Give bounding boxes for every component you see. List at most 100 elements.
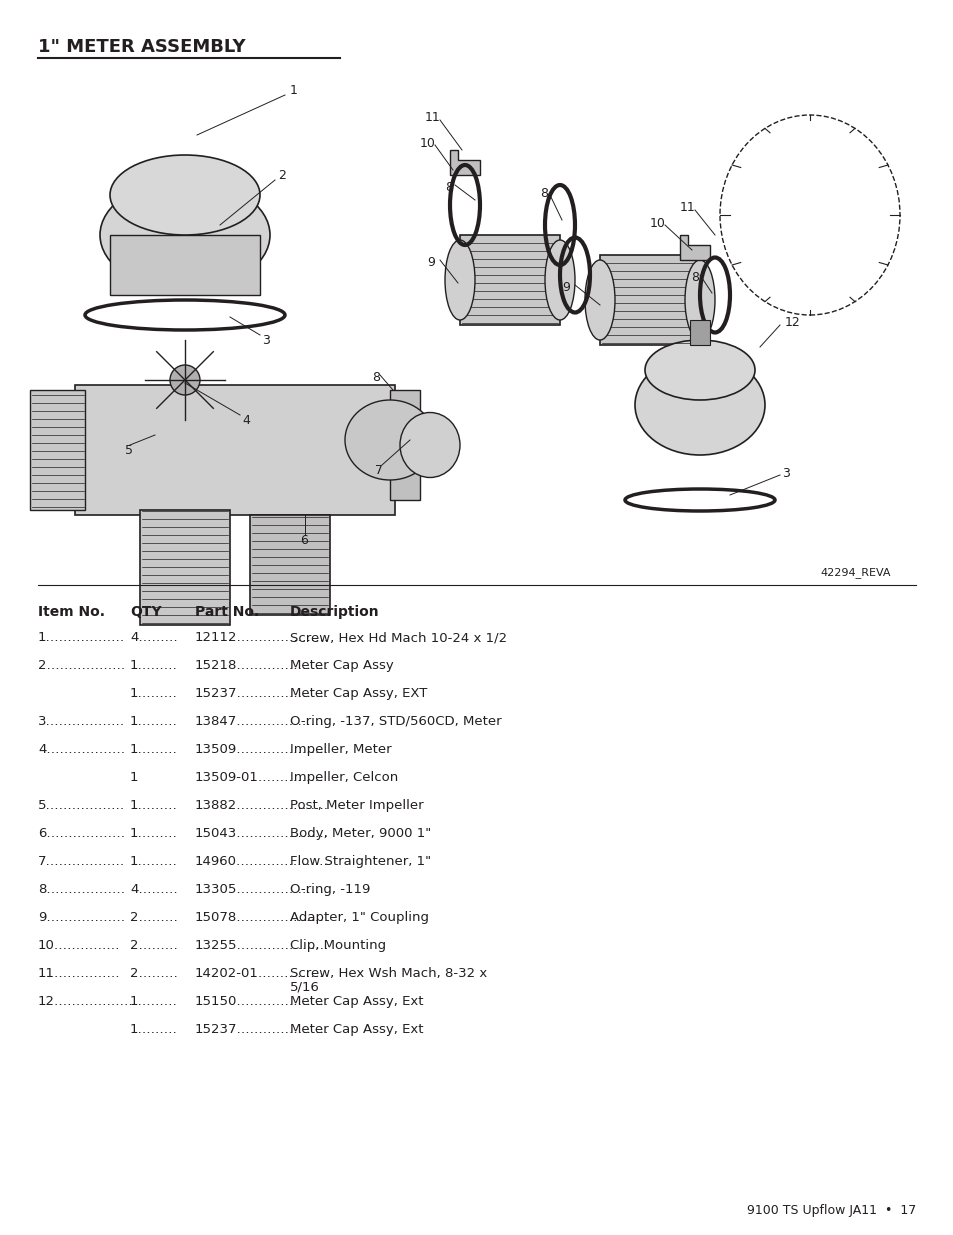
Ellipse shape [635,354,764,454]
Text: 9100 TS Upflow JA11  •  17: 9100 TS Upflow JA11 • 17 [746,1204,915,1216]
Text: 11: 11 [679,200,695,214]
Text: 3: 3 [262,333,270,347]
Text: 1" METER ASSEMBLY: 1" METER ASSEMBLY [38,38,245,56]
Text: 1………: 1……… [130,1023,177,1036]
Text: 9: 9 [427,256,435,268]
Bar [689,320,709,345]
Bar [250,515,330,615]
Text: 13509…………………: 13509………………… [194,743,329,756]
Ellipse shape [399,412,459,478]
Ellipse shape [544,240,575,320]
Text: 15150…………………: 15150………………… [194,995,329,1008]
Text: Meter Cap Assy, Ext: Meter Cap Assy, Ext [290,1023,423,1036]
Text: 7………………: 7……………… [38,855,125,868]
Text: 5: 5 [125,443,132,457]
Text: 13882…………………: 13882………………… [194,799,329,811]
Text: 8: 8 [690,270,699,284]
Text: Impeller, Celcon: Impeller, Celcon [290,771,397,784]
Text: 12………………: 12……………… [38,995,133,1008]
Text: 2………: 2……… [130,967,177,981]
Text: 8: 8 [372,370,379,384]
Text: Meter Cap Assy: Meter Cap Assy [290,659,394,672]
Ellipse shape [644,340,754,400]
Text: Impeller, Meter: Impeller, Meter [290,743,392,756]
Text: 9: 9 [561,280,569,294]
Text: 12: 12 [784,315,800,329]
Text: 4………………: 4……………… [38,743,125,756]
Text: O-ring, -137, STD/560CD, Meter: O-ring, -137, STD/560CD, Meter [290,715,501,727]
Text: 14202-01……………: 14202-01…………… [194,967,324,981]
Text: 9………………: 9……………… [38,911,125,924]
Text: Screw, Hex Wsh Mach, 8-32 x: Screw, Hex Wsh Mach, 8-32 x [290,967,487,981]
Circle shape [170,366,200,395]
Text: 5………………: 5……………… [38,799,125,811]
Text: 8: 8 [539,186,547,200]
Polygon shape [679,235,709,261]
Text: 15078…………………: 15078………………… [194,911,329,924]
Text: Adapter, 1" Coupling: Adapter, 1" Coupling [290,911,429,924]
Text: Description: Description [290,605,379,619]
Text: 2………: 2……… [130,939,177,952]
Text: 3………………: 3……………… [38,715,125,727]
Text: 1………: 1……… [130,715,177,727]
Text: 1………: 1……… [130,743,177,756]
Text: 1………………: 1……………… [38,631,125,643]
Ellipse shape [100,180,270,290]
Text: 13255…………………: 13255………………… [194,939,329,952]
Bar [140,510,230,625]
Text: 13847…………………: 13847………………… [194,715,329,727]
Text: 10……………: 10…………… [38,939,120,952]
Bar [459,235,559,325]
Text: 10: 10 [419,137,436,149]
Text: 4: 4 [242,414,250,426]
Text: Meter Cap Assy, Ext: Meter Cap Assy, Ext [290,995,423,1008]
Text: 11: 11 [424,110,440,124]
Text: 13509-01……………: 13509-01…………… [194,771,324,784]
Text: 12112…………………: 12112………………… [194,631,329,643]
Text: Item No.: Item No. [38,605,105,619]
Text: Flow Straightener, 1": Flow Straightener, 1" [290,855,431,868]
Text: 1………: 1……… [130,995,177,1008]
Bar [390,390,419,500]
Text: 4………: 4……… [130,883,177,897]
Text: Body, Meter, 9000 1": Body, Meter, 9000 1" [290,827,431,840]
Text: 15218…………………: 15218………………… [194,659,329,672]
Text: 15237…………………: 15237………………… [194,687,329,700]
Text: 1: 1 [130,771,147,784]
Text: QTY: QTY [130,605,161,619]
Bar [30,390,85,510]
Text: 14960…………………: 14960………………… [194,855,329,868]
Text: 15043…………………: 15043………………… [194,827,329,840]
Ellipse shape [584,261,615,340]
Text: O-ring, -119: O-ring, -119 [290,883,370,897]
Ellipse shape [684,261,714,340]
Text: 4………: 4……… [130,631,177,643]
Text: 1: 1 [290,84,297,96]
Text: 6………………: 6……………… [38,827,125,840]
Text: 3: 3 [781,467,789,479]
Text: 1………: 1……… [130,799,177,811]
Text: Post, Meter Impeller: Post, Meter Impeller [290,799,423,811]
Text: 1………: 1……… [130,659,177,672]
Text: 11……………: 11…………… [38,967,120,981]
Bar [599,254,700,345]
Text: 2………: 2……… [130,911,177,924]
Bar [75,385,395,515]
Text: 13305…………………: 13305………………… [194,883,329,897]
Text: 1………: 1……… [130,827,177,840]
Text: 8………………: 8……………… [38,883,125,897]
Text: Screw, Hex Hd Mach 10-24 x 1/2: Screw, Hex Hd Mach 10-24 x 1/2 [290,631,507,643]
Bar [110,235,260,295]
Text: 6: 6 [299,534,308,547]
Text: 7: 7 [375,463,382,477]
Text: 1………: 1……… [130,855,177,868]
Text: 5/16: 5/16 [290,981,319,994]
Text: Part No.: Part No. [194,605,259,619]
Polygon shape [450,149,479,175]
Text: 10: 10 [649,216,665,230]
Ellipse shape [345,400,435,480]
Ellipse shape [110,156,260,235]
Text: 2: 2 [277,168,286,182]
Ellipse shape [444,240,475,320]
Text: Clip, Mounting: Clip, Mounting [290,939,386,952]
